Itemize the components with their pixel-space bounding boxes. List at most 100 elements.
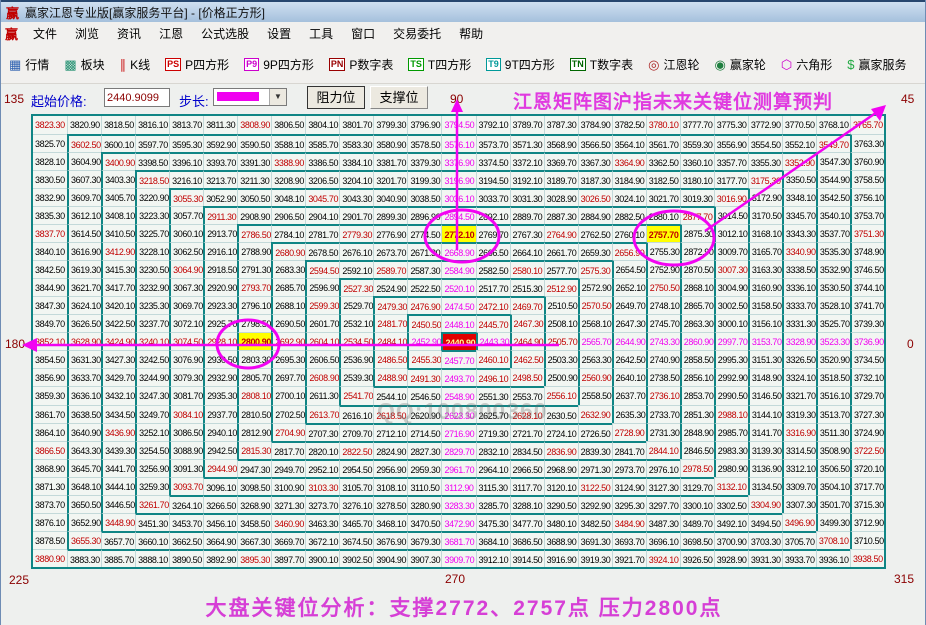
grid-cell: 2968.90 <box>543 458 578 477</box>
toolbar-item-2[interactable]: ∥ K线 <box>120 56 151 73</box>
gann-wheel-icon: ◎ <box>648 56 660 72</box>
grid-cell: 3729.70 <box>849 386 884 405</box>
toolbar-item-4[interactable]: P9 9P四方形 <box>244 56 314 73</box>
grid-cell: 2556.10 <box>543 386 578 405</box>
grid-cell: 2932.90 <box>203 368 238 387</box>
grid-cell: 3026.50 <box>577 188 612 207</box>
grid-cell: 2613.70 <box>305 404 340 423</box>
chevron-down-icon[interactable]: ▼ <box>269 89 286 105</box>
grid-cell: 3676.90 <box>373 530 408 549</box>
grid-cell: 3823.30 <box>35 120 65 130</box>
grid-cell: 3890.50 <box>169 548 204 567</box>
menu-item-6[interactable]: 工具 <box>309 27 334 41</box>
menu-item-5[interactable]: 设置 <box>267 27 292 41</box>
grid-cell: 3580.90 <box>373 134 408 153</box>
grid-cell: 2546.50 <box>407 386 442 405</box>
annotation-title: 江恩矩阵图沪指未来关键位测算预判 <box>513 92 834 113</box>
grid-cell: 3204.10 <box>339 170 374 189</box>
menu-item-7[interactable]: 窗口 <box>351 27 376 41</box>
grid-cell: 3460.90 <box>271 512 306 531</box>
grid-cell: 3655.30 <box>67 530 102 549</box>
menu-item-8[interactable]: 交易委托 <box>393 27 442 41</box>
grid-cell: 3048.10 <box>271 188 306 207</box>
hexagon-icon: ⬡ <box>780 56 793 72</box>
toolbar-item-12[interactable]: $ 赢家服务 <box>847 56 906 73</box>
grid-cell: 3021.70 <box>645 188 680 207</box>
grid-cell: 3789.70 <box>509 116 544 135</box>
angle-label-315: 315 <box>894 572 915 586</box>
toolbar-item-label: T四方形 <box>427 57 472 72</box>
grid-cell: 3273.70 <box>305 494 340 513</box>
grid-cell: 3573.70 <box>475 134 510 153</box>
grid-cell: 2820.10 <box>305 440 340 459</box>
grid-cell: 3727.30 <box>849 404 884 423</box>
menu-item-4[interactable]: 公式选股 <box>201 27 250 41</box>
grid-cell: 3652.90 <box>67 512 102 531</box>
grid-cell: 3297.70 <box>645 494 680 513</box>
toolbar-item-10[interactable]: ◉ 赢家轮 <box>715 56 766 73</box>
angle-label-90: 90 <box>450 92 464 106</box>
menu-item-2[interactable]: 资讯 <box>117 27 142 41</box>
grid-cell: 3043.30 <box>339 188 374 207</box>
grid-cell: 2620.90 <box>407 404 442 423</box>
toolbar-item-0[interactable]: ▦ 行情 <box>9 56 49 73</box>
toolbar-item-8[interactable]: TN T数字表 <box>569 56 633 73</box>
grid-cell: 2779.30 <box>339 224 374 243</box>
grid-cell: 3127.30 <box>645 476 680 495</box>
grid-cell: 3379.30 <box>407 152 442 171</box>
grid-cell: 3597.70 <box>135 134 170 153</box>
grid-cell: 3355.30 <box>747 152 782 171</box>
grid-cell: 3840.10 <box>33 242 68 260</box>
grid-cell: 2793.70 <box>237 278 272 297</box>
grid-cell: 2568.10 <box>577 314 612 333</box>
grid-cell: 3631.30 <box>67 350 102 369</box>
grid-cell: 2582.50 <box>475 260 510 279</box>
resistance-button[interactable]: 阻力位 <box>307 86 365 109</box>
grid-cell: 3444.10 <box>101 476 136 495</box>
grid-cell: 2558.50 <box>577 386 612 405</box>
toolbar-item-11[interactable]: ⬡ 六角形 <box>781 56 832 73</box>
grid-cell: 2683.30 <box>271 260 306 279</box>
p-number-badge: PN <box>328 57 346 71</box>
grid-cell: 2997.70 <box>713 332 748 351</box>
grid-cell: 3556.90 <box>713 134 748 153</box>
support-button[interactable]: 支撑位 <box>370 86 428 109</box>
grid-cell: 3612.10 <box>67 206 102 225</box>
grid-cell: 2803.30 <box>237 350 272 369</box>
toolbar-item-6[interactable]: TS T四方形 <box>408 56 471 73</box>
grid-cell: 2678.50 <box>305 242 340 261</box>
grid-cell: 3439.30 <box>101 440 136 459</box>
start-price-input[interactable] <box>104 88 170 107</box>
menu-item-9[interactable]: 帮助 <box>459 27 484 41</box>
grid-cell: 3645.70 <box>67 458 102 477</box>
dollar-service-icon: $ <box>847 56 855 72</box>
toolbar-item-1[interactable]: ▩ 板块 <box>64 56 104 73</box>
toolbar-item-9[interactable]: ◎ 江恩轮 <box>648 56 699 73</box>
menu-item-3[interactable]: 江恩 <box>159 27 184 41</box>
grid-cell: 3062.50 <box>169 242 204 261</box>
grid-cell: 3252.10 <box>135 422 170 441</box>
grid-cell: 3657.70 <box>101 530 136 549</box>
grid-cell: 2570.50 <box>577 296 612 315</box>
menu-item-1[interactable]: 浏览 <box>75 27 100 41</box>
9p-square-badge: P9 <box>244 57 260 71</box>
grid-cell: 2448.10 <box>441 314 476 333</box>
step-color-swatch <box>217 92 259 101</box>
grid-cell: 3775.30 <box>713 116 748 135</box>
angle-label-45: 45 <box>901 92 915 106</box>
toolbar-item-3[interactable]: PS P四方形 <box>165 56 229 73</box>
grid-cell: 3489.70 <box>679 512 714 531</box>
grid-cell: 2834.50 <box>509 440 544 459</box>
toolbar-item-5[interactable]: PN P数字表 <box>328 56 393 73</box>
grid-cell: 2712.10 <box>373 422 408 441</box>
grid-cell: 3369.70 <box>543 152 578 171</box>
grid-cell: 3477.70 <box>509 512 544 531</box>
menu-item-0[interactable]: 文件 <box>33 27 58 41</box>
toolbar-item-7[interactable]: T9 9T四方形 <box>486 56 555 73</box>
grid-cell: 3012.10 <box>713 224 748 243</box>
grid-cell: 3410.50 <box>101 224 136 243</box>
step-dropdown[interactable]: ▼ <box>213 88 287 106</box>
grid-cell: 3453.70 <box>169 512 204 531</box>
grid-cell: 3256.90 <box>135 458 170 477</box>
grid-cell: 3240.10 <box>135 332 170 351</box>
